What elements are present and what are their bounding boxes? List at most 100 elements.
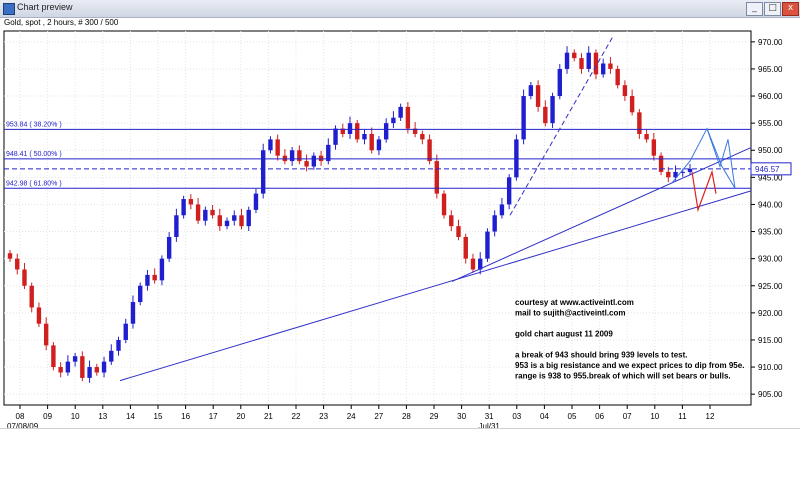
annotation-line: courtesy at www.activeintl.com	[515, 298, 634, 307]
candle-body	[651, 139, 657, 156]
time-tick-label: 16	[181, 412, 190, 421]
candle-body	[210, 209, 215, 216]
candle-body	[478, 258, 483, 270]
candle-body	[441, 193, 447, 216]
price-tick-label: 935.00	[758, 228, 783, 237]
candle-body	[427, 139, 432, 162]
candle-body	[7, 253, 13, 259]
blank-footer	[0, 428, 800, 501]
candle-body	[456, 226, 461, 237]
candle-body	[58, 367, 63, 373]
price-tick-label: 960.00	[758, 92, 783, 101]
candle-body	[203, 209, 208, 221]
window-title: Chart preview	[17, 2, 73, 12]
candle-body	[535, 85, 541, 107]
candle-body	[615, 68, 620, 86]
candle-body	[564, 52, 570, 69]
time-tick-label: 23	[319, 412, 328, 421]
candle-body	[355, 123, 360, 140]
candle-body	[586, 52, 591, 69]
grid-layer	[4, 31, 751, 405]
close-button[interactable]: x	[782, 2, 799, 16]
plot-frame	[3, 30, 752, 406]
candle-body	[658, 155, 664, 172]
candle-body	[521, 96, 526, 140]
minimize-button[interactable]: _	[746, 2, 763, 16]
candle-body	[680, 171, 685, 173]
start-date-label: 07/08/09	[7, 422, 39, 428]
support-trendline-long	[119, 190, 752, 382]
candle-body	[159, 258, 165, 281]
annotation-line: gold chart august 11 2009	[515, 330, 613, 339]
candle-body	[181, 199, 186, 216]
time-tick-label: 08	[16, 412, 25, 421]
candle-body	[260, 150, 266, 194]
candle-body	[629, 96, 635, 113]
fib-level-label: 948.41 ( 50.00% )	[6, 151, 62, 158]
time-tick-label: 10	[650, 412, 659, 421]
annotation-line: 953 is a big resistance and we expect pr…	[515, 361, 744, 370]
candle-body	[138, 285, 143, 303]
time-tick-label: 30	[457, 412, 466, 421]
gold-price-chart[interactable]: 953.84 ( 38.20% ) 948.41 ( 50.00% ) 942.98…	[0, 18, 800, 431]
annotation-line: a break of 943 should bring 939 levels t…	[515, 351, 688, 360]
current-price-label: 946.57	[755, 165, 780, 174]
bullish-scenario-path-alt	[706, 128, 736, 189]
time-tick-label: 06	[595, 412, 604, 421]
time-tick-label: 09	[43, 412, 52, 421]
candle-body	[622, 85, 628, 97]
candle-body	[239, 215, 244, 227]
candle-body	[130, 302, 136, 324]
candle-body	[463, 236, 468, 259]
candle-body	[326, 144, 331, 162]
time-tick-label: 15	[154, 412, 163, 421]
chart-area[interactable]: 953.84 ( 38.20% ) 948.41 ( 50.00% ) 942.98…	[0, 18, 800, 431]
candle-body	[188, 199, 194, 205]
candle-body	[600, 63, 606, 75]
candle-body	[123, 323, 128, 340]
candle-body	[232, 215, 237, 221]
candle-body	[166, 236, 172, 259]
candle-body	[22, 269, 27, 286]
candle-body	[608, 63, 613, 69]
annotation-line: mail to sujith@activeintl.com	[515, 309, 626, 318]
current-price-box	[750, 162, 792, 176]
time-tick-label: 22	[292, 412, 301, 421]
candle-body	[29, 285, 34, 308]
candle-body	[311, 155, 317, 167]
time-tick-label: 11	[678, 412, 687, 421]
candle-body	[579, 58, 584, 69]
title-bar[interactable]: Chart preview _ □ x	[0, 0, 800, 18]
candle-body	[673, 171, 678, 178]
price-tick-label: 920.00	[758, 309, 783, 318]
time-tick-label: 03	[512, 412, 521, 421]
candle-body	[116, 339, 121, 351]
candle-body	[420, 133, 425, 140]
annotation-line: range is 938 to 955.break of which will …	[515, 372, 731, 381]
candle-body	[304, 161, 309, 167]
maximize-button[interactable]: □	[764, 2, 781, 16]
time-tick-label: 12	[706, 412, 715, 421]
time-tick-label: 28	[402, 412, 411, 421]
candle-body	[434, 161, 440, 194]
support-trendline-short	[451, 147, 752, 282]
candle-body	[253, 193, 259, 210]
candle-body	[15, 258, 20, 270]
candle-body	[376, 139, 382, 151]
candle-body	[543, 106, 548, 124]
time-tick-label: 10	[71, 412, 80, 421]
price-tick-label: 970.00	[758, 38, 783, 47]
price-tick-label: 955.00	[758, 119, 783, 128]
trendline-layer: 953.84 ( 38.20% ) 948.41 ( 50.00% ) 942.98…	[4, 36, 752, 382]
fib-level-label: 942.98 ( 61.80% )	[6, 180, 62, 187]
candle-body	[289, 150, 295, 162]
candle-body	[449, 215, 454, 227]
candle-body	[398, 106, 403, 118]
dashed-projection-line	[509, 36, 614, 216]
candle-body	[217, 215, 222, 227]
candle-body	[666, 171, 671, 178]
time-tick-label: 21	[264, 412, 273, 421]
chart-app-icon	[3, 3, 15, 15]
time-tick-label: 07	[623, 412, 632, 421]
fib-level-label: 953.84 ( 38.20% )	[6, 121, 62, 128]
